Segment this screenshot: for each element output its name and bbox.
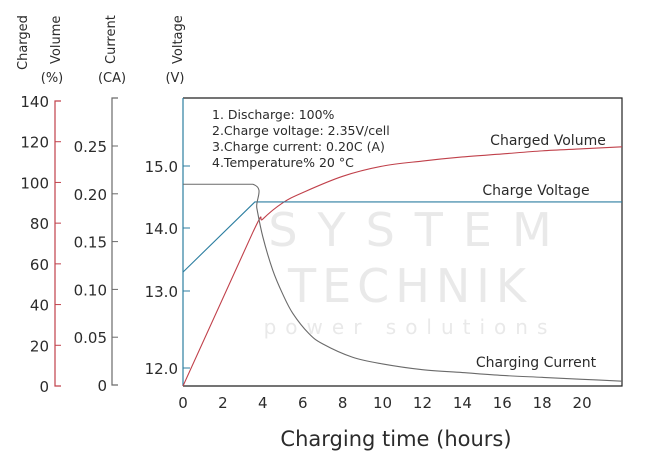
volume-tick-label: 60 [30,256,49,274]
watermark-line3: power solutions [264,315,557,339]
x-tick-label: 6 [298,394,308,412]
charging-current-label: Charging Current [476,355,597,371]
charge-voltage-line [182,201,622,273]
x-tick-label: 16 [493,394,512,412]
x-tick-label: 12 [413,394,432,412]
voltage-axis-unit: (V) [165,71,184,86]
condition-note: 2.Charge voltage: 2.35V/cell [212,123,390,138]
volume-axis-title-line2: Volume [49,16,64,64]
watermark-line1: SYSTEM [268,203,571,257]
x-tick-label: 2 [218,394,228,412]
current-tick-label: 0.05 [74,329,107,347]
condition-note: 4.Temperature% 20 °C [212,155,354,170]
x-axis-title: Charging time (hours) [280,427,511,451]
volume-tick-label: 120 [20,134,49,152]
voltage-axis-title: Voltage [171,15,186,64]
x-tick-label: 10 [373,394,392,412]
current-tick-label: 0.20 [74,186,107,204]
charge-voltage-label: Charge Voltage [482,183,589,199]
current-axis-title: Current [104,15,119,64]
charging-current-line [183,183,623,382]
charged-volume-line [182,146,623,387]
x-tick-label: 20 [573,394,592,412]
volume-axis-unit: (%) [41,71,64,86]
volume-tick-label: 0 [39,378,49,396]
x-tick-label: 14 [453,394,472,412]
volume-axis-title-line1: Charged [16,15,31,70]
volume-tick-label: 20 [30,337,49,355]
condition-note: 3.Charge current: 0.20C (A) [212,139,385,154]
x-tick-label: 0 [178,394,188,412]
charged-volume-label: Charged Volume [490,133,606,149]
voltage-tick-label: 13.0 [145,283,178,301]
current-tick-label: 0.10 [74,281,107,299]
condition-note: 1. Discharge: 100% [212,107,335,122]
volume-axis-line [54,100,61,387]
voltage-tick-label: 14.0 [145,220,178,238]
volume-tick-label: 100 [20,174,49,192]
volume-tick-label: 40 [30,297,49,315]
x-tick-label: 8 [338,394,348,412]
plot-frame [183,97,623,387]
volume-tick-label: 140 [20,93,49,111]
watermark: SYSTEM TECHNIK power solutions [264,203,571,339]
voltage-tick-label: 12.0 [145,360,178,378]
current-tick-label: 0 [97,377,107,395]
current-tick-label: 0.15 [74,234,107,252]
volume-tick-label: 80 [30,215,49,233]
current-axis-unit: (CA) [98,71,126,86]
x-tick-label: 18 [533,394,552,412]
current-tick-label: 0.25 [74,138,107,156]
voltage-tick-label: 15.0 [145,158,178,176]
watermark-line2: TECHNIK [287,259,532,313]
x-tick-label: 4 [258,394,268,412]
